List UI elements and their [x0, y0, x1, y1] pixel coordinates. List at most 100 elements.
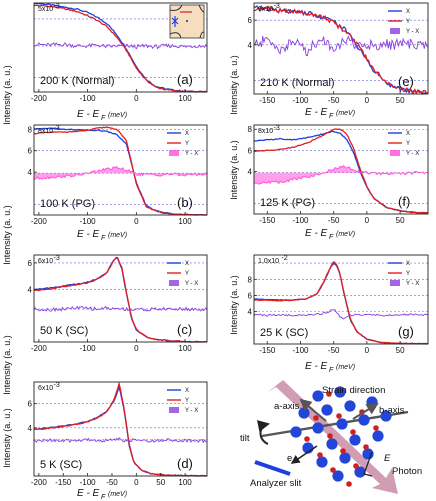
y-multiplier-label: 6x10	[38, 258, 53, 265]
lattice-atoms	[290, 386, 392, 487]
y-multiplier-exponent: -3	[274, 125, 280, 132]
lattice-cu-atom	[298, 407, 310, 419]
electron-arrow	[290, 445, 318, 464]
panel-label: (g)	[398, 324, 414, 339]
x-tick-label: 50	[396, 96, 405, 105]
strain-direction-label: Strain direction	[322, 385, 385, 396]
panel-label: (a)	[177, 72, 193, 87]
legend-label: Y	[185, 141, 189, 147]
b-axis-label: b-axis	[379, 405, 405, 416]
plot-frame	[33, 254, 208, 343]
series-fill-Y-X	[254, 165, 428, 185]
legend-label: Y	[406, 141, 410, 147]
panel-label: (e)	[398, 74, 414, 89]
lattice-cu-atom	[316, 456, 328, 468]
y-tick-label: 4	[248, 41, 253, 50]
x-tick-label: -50	[328, 96, 340, 105]
legend-label: Y	[406, 19, 410, 25]
y-multiplier-exponent: -3	[54, 255, 60, 262]
svg-text:E - E: E - E	[77, 109, 100, 120]
y-tick-label: 6	[28, 259, 33, 268]
panel-a: -200 -100 0 100 5x10 -3 200 K (Normal) (a)	[31, 2, 208, 103]
x-tick-label: -200	[31, 478, 48, 487]
x-tick-label: -50	[106, 478, 118, 487]
legend-label: Y	[185, 271, 189, 277]
x-tick-label: 50	[396, 216, 405, 225]
x-tick-label: 0	[134, 478, 139, 487]
x-tick-label: -200	[31, 94, 48, 103]
analyzer-slit-label: Analyzer slit	[250, 478, 302, 489]
a-axis-label: a-axis	[274, 401, 300, 412]
x-axis-label-a: E - E F (meV)	[77, 109, 127, 122]
lattice-o-atom	[327, 433, 333, 439]
lattice-cu-atom	[326, 438, 338, 450]
x-axis-label-e: E - E F (meV)	[305, 107, 355, 120]
x-tick-label: -150	[259, 346, 276, 355]
x-tick-label: 50	[396, 346, 405, 355]
x-tick-label: 0	[134, 344, 139, 353]
x-tick-label: 100	[178, 344, 192, 353]
x-axis-label-f: E - E F (meV)	[305, 228, 355, 241]
y-multiplier-label: 8x10	[38, 128, 53, 135]
series-line-Y	[253, 128, 429, 214]
lattice-cu-atom	[321, 404, 333, 416]
x-tick-label: 0	[365, 96, 370, 105]
y-tick-label: 8	[248, 275, 253, 284]
lattice-o-atom	[330, 467, 336, 473]
x-tick-label: 0	[365, 216, 370, 225]
y-tick-label: 4	[28, 168, 33, 177]
y-multiplier-exponent: -2	[281, 255, 287, 262]
svg-text:E - E: E - E	[77, 488, 100, 499]
x-tick-label: 0	[134, 94, 139, 103]
y-multiplier-exponent: -3	[54, 125, 60, 132]
legend-label: Y - X	[406, 151, 419, 157]
tilt-label: tilt	[240, 433, 250, 444]
condition-label: 25 K (SC)	[260, 327, 308, 339]
y-tick-label: 4	[28, 285, 33, 294]
y-multiplier-label: 5x10	[38, 6, 53, 13]
x-tick-label: -100	[80, 94, 97, 103]
photon-label: Photon	[392, 466, 422, 477]
panel-b: -200 -100 0 100 4 6 8 8x10 -3 100 K (PG) (b) XY Y - …	[28, 124, 208, 226]
plot-frame	[253, 124, 429, 215]
svg-text:F: F	[329, 113, 334, 120]
condition-label: 5 K (SC)	[40, 459, 82, 471]
x-axis-label-b: E - E F (meV)	[77, 229, 127, 242]
legend-label: X	[406, 131, 410, 137]
series-line-Y	[253, 5, 429, 95]
lattice-cu-atom	[372, 430, 384, 442]
condition-label: 50 K (SC)	[40, 325, 88, 337]
legend-label: Y - X	[185, 281, 198, 287]
svg-text:(meV): (meV)	[108, 491, 127, 498]
y-tick-label: 4	[248, 168, 253, 177]
x-tick-label: -200	[31, 217, 48, 226]
svg-text:(meV): (meV)	[336, 364, 355, 371]
x-tick-label: -100	[292, 96, 309, 105]
x-tick-label: -100	[80, 217, 97, 226]
series-line-Y-X	[253, 164, 429, 185]
series-line-Y-X	[253, 35, 429, 57]
y-multiplier-label: 6x10	[38, 385, 53, 392]
lattice-cu-atom	[312, 390, 324, 402]
y-tick-label: 4	[248, 308, 253, 317]
legend-swatch	[390, 280, 400, 286]
panel-label: (d)	[177, 456, 193, 471]
panel-f: -150 -100 -50 0 50 4 6 8 8x10 -3 125 K (PG) (f) XY Y …	[248, 124, 429, 225]
y-tick-label: 6	[28, 400, 33, 409]
legend-label: Y - X	[406, 29, 419, 35]
legend-swatch	[169, 280, 179, 286]
legend-label: Y - X	[185, 151, 198, 157]
y-tick-label: 6	[28, 147, 33, 156]
x-tick-label: 100	[178, 478, 192, 487]
series-line-Y	[33, 4, 208, 93]
svg-text:E - E: E - E	[305, 228, 328, 239]
lattice-cu-atom	[362, 448, 374, 460]
y-multiplier-label: 1.0x10	[258, 258, 279, 265]
plot-frame	[33, 381, 208, 477]
y-axis-label-right-low: Intensity (a. u.)	[229, 275, 239, 335]
lattice-cu-atom	[334, 386, 346, 398]
lattice-o-atom	[363, 444, 369, 450]
y-axis-label-left-top: Intensity (a. u.)	[2, 65, 12, 125]
